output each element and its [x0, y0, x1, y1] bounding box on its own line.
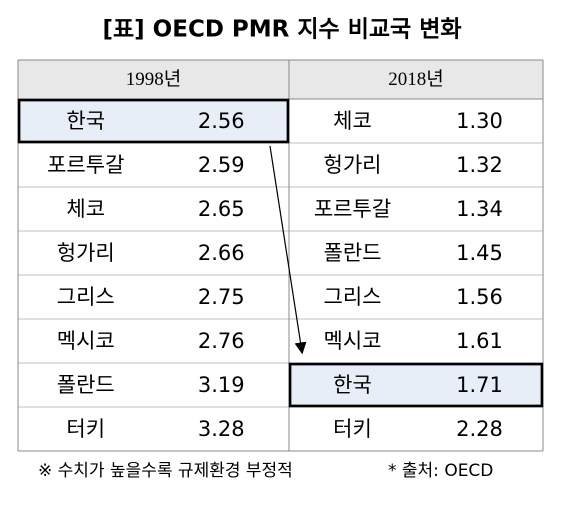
- value: 1.32: [456, 153, 503, 177]
- column-header: 2018년: [388, 68, 443, 90]
- country: 멕시코: [57, 329, 115, 353]
- value: 1.61: [456, 329, 503, 353]
- country: 포르투갈: [314, 197, 391, 221]
- country: 그리스: [57, 285, 115, 309]
- country: 멕시코: [324, 329, 382, 353]
- country: 헝가리: [57, 241, 115, 265]
- highlight-border: [288, 362, 544, 408]
- country: 체코: [66, 197, 105, 221]
- value: 3.28: [198, 417, 245, 441]
- country: 체코: [333, 109, 372, 133]
- country: 한국: [66, 109, 105, 133]
- value: 2.66: [198, 241, 245, 265]
- country: 헝가리: [324, 153, 382, 177]
- country: 폴란드: [324, 241, 382, 265]
- value: 2.28: [456, 417, 503, 441]
- country: 그리스: [324, 285, 382, 309]
- value: 1.56: [456, 285, 503, 309]
- value: 2.59: [198, 153, 245, 177]
- header-bg: [18, 60, 543, 99]
- country: 한국: [333, 373, 372, 397]
- country: 터키: [66, 417, 105, 441]
- value: 2.76: [198, 329, 245, 353]
- country: 터키: [333, 417, 372, 441]
- value: 1.45: [456, 241, 503, 265]
- highlight-border: [17, 98, 290, 144]
- country: 포르투갈: [47, 153, 124, 177]
- arrow: [269, 145, 307, 355]
- value: 2.56: [198, 109, 245, 133]
- title: [표] OECD PMR 지수 비교국 변화: [102, 17, 461, 43]
- value: 1.34: [456, 197, 503, 221]
- value: 1.71: [456, 373, 503, 397]
- highlight-cell: [17, 98, 290, 144]
- highlight-cell: [288, 362, 544, 408]
- source: * 출처: OECD: [388, 461, 493, 481]
- country: 폴란드: [57, 373, 115, 397]
- value: 1.30: [456, 109, 503, 133]
- value: 2.75: [198, 285, 245, 309]
- footnote: ※ 수치가 높을수록 규제환경 부정적: [38, 461, 293, 481]
- value: 2.65: [198, 197, 245, 221]
- column-header: 1998년: [126, 68, 181, 90]
- value: 3.19: [198, 373, 245, 397]
